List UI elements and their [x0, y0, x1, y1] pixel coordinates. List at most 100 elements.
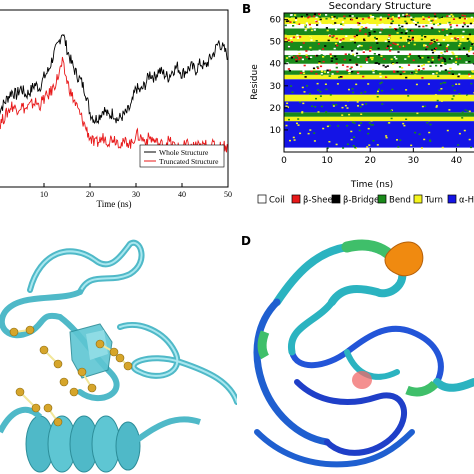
dssp-cell [414, 68, 417, 71]
dssp-cell [308, 36, 311, 39]
dssp-cell [471, 63, 474, 66]
legend-swatch [447, 194, 457, 204]
loop-top-highlight [29, 241, 143, 293]
dssp-cell [405, 114, 408, 117]
dssp-cell [341, 21, 345, 23]
dssp-cell [328, 124, 331, 127]
dssp-cell [393, 56, 396, 58]
dssp-cell [288, 118, 290, 121]
x-tick-label: 20 [86, 190, 94, 199]
dssp-cell [295, 60, 298, 62]
dssp-cell [328, 141, 331, 143]
dssp-cell [446, 57, 449, 59]
dssp-cell [349, 38, 353, 41]
dssp-cell [449, 26, 453, 28]
dssp-cell [422, 18, 425, 20]
dssp-cell [339, 39, 342, 41]
dssp-cell [427, 16, 430, 18]
dssp-cell [377, 94, 380, 96]
dssp-cell [466, 25, 469, 28]
dssp-cell [319, 16, 322, 18]
dssp-cell [356, 64, 359, 66]
dssp-cell [367, 16, 370, 19]
dssp-cell [335, 58, 338, 60]
dssp-cell [295, 17, 298, 19]
dssp-cell [450, 37, 453, 40]
dssp-cell [333, 47, 336, 50]
dssp-cell [387, 37, 390, 40]
line-chart-svg: 01020304050 Whole Structure Truncated St… [0, 9, 232, 209]
dssp-cell [411, 19, 415, 21]
dssp-cell [446, 15, 449, 17]
dssp-cell [321, 73, 324, 76]
dssp-cell [385, 135, 388, 137]
dssp-cell [352, 145, 355, 147]
dssp-cell [437, 75, 440, 78]
dssp-cell [452, 18, 456, 20]
band-bend [284, 13, 474, 18]
dssp-cell [387, 17, 390, 20]
dssp-cell [318, 49, 321, 52]
dssp-cell [414, 74, 417, 76]
chart-title: Secondary Structure [329, 1, 432, 12]
dssp-cell [412, 16, 415, 19]
dssp-cell [398, 27, 401, 29]
y-tick-label: 10 [270, 126, 282, 136]
dssp-cell [396, 63, 399, 65]
dssp-cell [440, 52, 443, 54]
dssp-cell [405, 89, 408, 91]
dssp-cell [386, 65, 389, 67]
dssp-cell [323, 71, 326, 73]
dssp-cell [307, 16, 310, 19]
dssp-cell [437, 26, 440, 29]
dssp-cell [465, 18, 468, 20]
dssp-cell [367, 83, 370, 85]
dssp-cell [291, 91, 294, 93]
series-line-whole-structure [0, 33, 228, 125]
dssp-cell [303, 91, 306, 93]
dssp-cell [341, 46, 344, 48]
dssp-cell [370, 120, 373, 122]
dssp-cell [409, 29, 412, 32]
tube-outer-left [253, 298, 331, 446]
dssp-cell [428, 119, 431, 122]
dssp-cell [381, 23, 384, 26]
dssp-cell [350, 28, 353, 30]
dssp-chart-svg: B Secondary Structure 10 20 30 40 50 60 0 10 20 3… [242, 1, 474, 206]
dssp-cell [435, 106, 438, 108]
dssp-cell [410, 144, 413, 147]
dssp-cell [370, 16, 373, 18]
dssp-cell [443, 56, 446, 58]
dssp-cell [330, 73, 333, 75]
band-bend [284, 41, 474, 51]
dssp-cell [384, 40, 387, 43]
legend-swatch [331, 194, 341, 204]
map-frame [283, 12, 474, 153]
dssp-cell [329, 94, 332, 96]
dssp-cell [428, 131, 431, 134]
dssp-cell [334, 22, 337, 24]
dssp-cell [325, 111, 328, 113]
dssp-cell [317, 67, 320, 70]
dssp-cell [403, 15, 406, 18]
dssp-cell [396, 70, 399, 73]
dssp-cell [467, 57, 471, 60]
dssp-cell [432, 38, 436, 41]
dssp-cell [332, 105, 335, 107]
dssp-cell [439, 15, 442, 18]
dssp-cell [379, 72, 382, 75]
dssp-cell [292, 71, 295, 74]
dssp-cell [417, 55, 420, 57]
dssp-cell [405, 14, 408, 17]
dssp-cell [376, 92, 379, 94]
dssp-cell [346, 65, 349, 68]
dssp-cell [404, 58, 407, 60]
dssp-cell [358, 22, 361, 25]
dssp-cell [363, 39, 366, 42]
dssp-cell [353, 136, 356, 138]
dssp-cell [318, 62, 321, 65]
dssp-cell [459, 42, 462, 45]
dssp-cell [304, 26, 307, 28]
dssp-cell [383, 27, 386, 29]
dssp-cell [380, 55, 383, 58]
